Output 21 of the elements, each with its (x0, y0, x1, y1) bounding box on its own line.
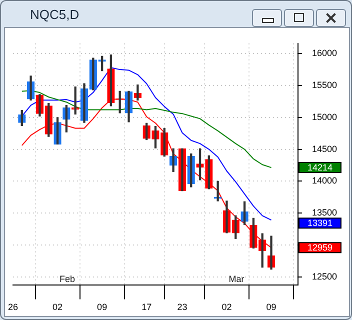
y-tick-label: 15500 (312, 80, 338, 90)
text: 12959 (307, 242, 332, 253)
y-tick-label: 16000 (312, 48, 338, 58)
y-tick-label: 15000 (312, 112, 338, 122)
text: 14214 (307, 162, 332, 173)
x-tick-label: 23 (177, 302, 188, 312)
text: 13391 (307, 218, 332, 228)
candlestick (72, 86, 80, 115)
x-tick-label: 17 (142, 302, 152, 312)
y-tick-label: 13500 (312, 208, 338, 218)
chart-title: NQC5,D (30, 7, 80, 22)
y-tick-label: 12500 (312, 271, 338, 282)
y-tick-label: 14500 (312, 144, 338, 154)
annotation: Feb (60, 274, 76, 284)
x-tick-label: 26 (8, 302, 18, 312)
x-tick-label: 02 (52, 302, 63, 312)
y-tick-label: 14000 (312, 176, 338, 186)
x-tick-label: 02 (222, 302, 232, 312)
x-tick-label: 09 (97, 302, 108, 312)
x-tick-label: 09 (266, 302, 276, 312)
annotation: Mar (228, 274, 244, 284)
